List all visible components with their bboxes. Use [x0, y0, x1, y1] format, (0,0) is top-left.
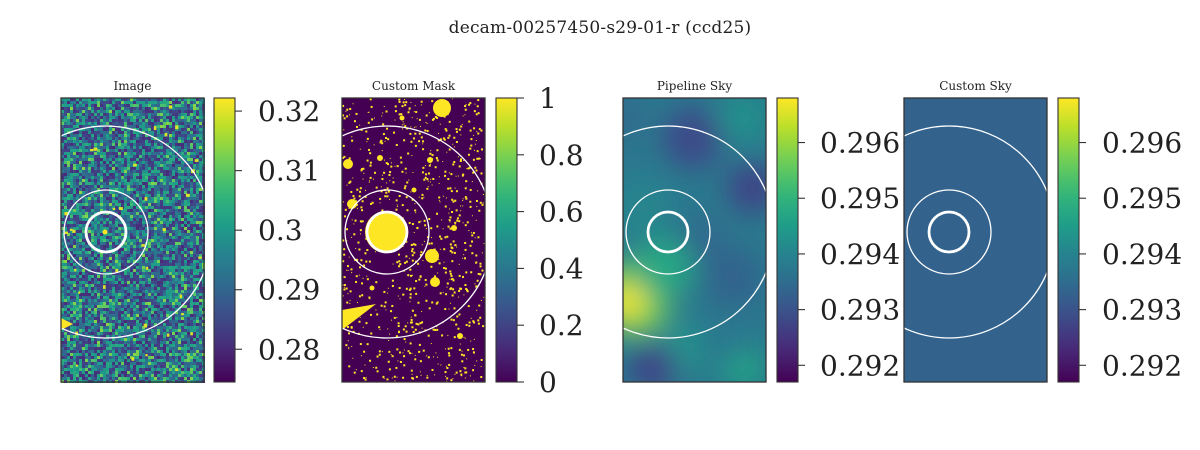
panel-title: Pipeline Sky	[657, 79, 733, 93]
inner-aperture-circle	[365, 210, 409, 254]
colorbar-tick-label: 0.295	[820, 182, 900, 215]
outer-annulus-circle	[342, 125, 485, 339]
middle-annulus-circle	[344, 189, 430, 275]
inner-aperture-circle	[927, 210, 971, 254]
colorbar-tick-label: 0.293	[1102, 294, 1182, 327]
panel-1: Image 0.28 0.29 0.3 0.31 0.32	[60, 79, 320, 383]
colorbar-tick-label: 0.6	[539, 196, 584, 229]
outer-annulus-circle	[61, 125, 204, 339]
colorbar-tick-label: 0.29	[258, 274, 320, 307]
panel-3: Pipeline Sky 0.292 0.293 0.294 0.295 0.296	[622, 79, 900, 383]
colorbar	[1057, 97, 1080, 383]
colorbar-tick-label: 0.294	[820, 238, 900, 271]
panel-4: Custom Sky 0.292 0.293 0.294 0.295 0.296	[903, 79, 1182, 383]
heatmap-image	[342, 98, 485, 382]
panel-title: Custom Mask	[372, 79, 456, 93]
heatmap-image	[904, 98, 1047, 382]
panel-title: Custom Sky	[939, 79, 1012, 93]
colorbar-tick-label: 0.3	[258, 214, 303, 247]
colorbar-tick-label: 0.2	[539, 309, 584, 342]
outer-annulus-circle	[904, 125, 1047, 339]
colorbar-tick-label: 0.295	[1102, 182, 1182, 215]
colorbar-tick-label: 0.28	[258, 333, 320, 366]
inner-aperture-circle	[646, 210, 690, 254]
colorbar-tick-label: 0.296	[1102, 127, 1182, 160]
heatmap-image	[61, 98, 205, 383]
middle-annulus-circle	[625, 189, 711, 275]
colorbar-tick-label: 0	[539, 366, 557, 399]
colorbar	[776, 97, 799, 383]
axes-frame	[622, 97, 767, 383]
colorbar	[495, 97, 518, 383]
colorbar-tick-label: 0.293	[820, 294, 900, 327]
colorbar-tick-label: 0.292	[1102, 349, 1182, 382]
axes-frame	[341, 97, 486, 383]
panel-title: Image	[113, 79, 151, 93]
axes-frame	[60, 97, 205, 383]
colorbar-tick-label: 1	[539, 82, 557, 115]
middle-annulus-circle	[906, 189, 992, 275]
axes-frame	[903, 97, 1048, 383]
panel-2: Custom Mask 0 0.2 0.4 0.6 0.8 1	[341, 79, 584, 399]
colorbar-tick-label: 0.296	[820, 127, 900, 160]
middle-annulus-circle	[63, 189, 149, 275]
colorbar-tick-label: 0.32	[258, 95, 320, 128]
figure-title: decam-00257450-s29-01-r (ccd25)	[448, 18, 752, 38]
colorbar	[213, 97, 236, 383]
colorbar-tick-label: 0.4	[539, 252, 584, 285]
outer-annulus-circle	[623, 125, 766, 339]
colorbar-tick-label: 0.294	[1102, 238, 1182, 271]
colorbar-tick-label: 0.8	[539, 139, 584, 172]
inner-aperture-circle	[84, 210, 128, 254]
colorbar-tick-label: 0.31	[258, 155, 320, 188]
colorbar-tick-label: 0.292	[820, 349, 900, 382]
